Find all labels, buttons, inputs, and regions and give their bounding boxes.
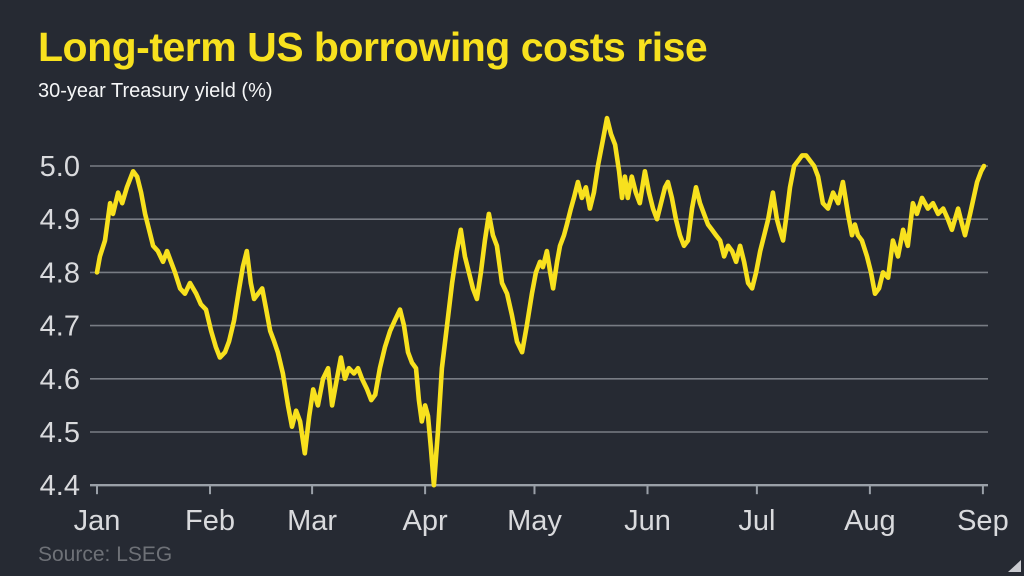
chart-subtitle: 30-year Treasury yield (%) — [38, 80, 273, 102]
y-tick-label: 4.9 — [40, 204, 80, 236]
x-tick-label: Mar — [287, 505, 337, 537]
y-tick-label: 5.0 — [40, 151, 80, 183]
y-tick-label: 4.8 — [40, 257, 80, 289]
x-tick-label: Jul — [738, 505, 775, 537]
source-note: Source: LSEG — [38, 543, 173, 566]
x-tick-label: Feb — [185, 505, 235, 537]
y-tick-label: 4.4 — [40, 470, 80, 502]
y-tick-label: 4.5 — [40, 417, 80, 449]
x-tick-label: Jan — [74, 505, 121, 537]
x-tick-label: Sep — [957, 505, 1009, 537]
y-tick-label: 4.7 — [40, 311, 80, 343]
x-tick-label: May — [507, 505, 562, 537]
resize-corner-icon[interactable] — [1007, 560, 1021, 572]
x-tick-label: Apr — [403, 505, 448, 537]
x-tick-label: Aug — [844, 505, 896, 537]
x-tick-label: Jun — [624, 505, 671, 537]
yield-line-series — [94, 115, 987, 488]
y-tick-label: 4.6 — [40, 364, 80, 396]
page-title: Long-term US borrowing costs rise — [38, 24, 708, 70]
